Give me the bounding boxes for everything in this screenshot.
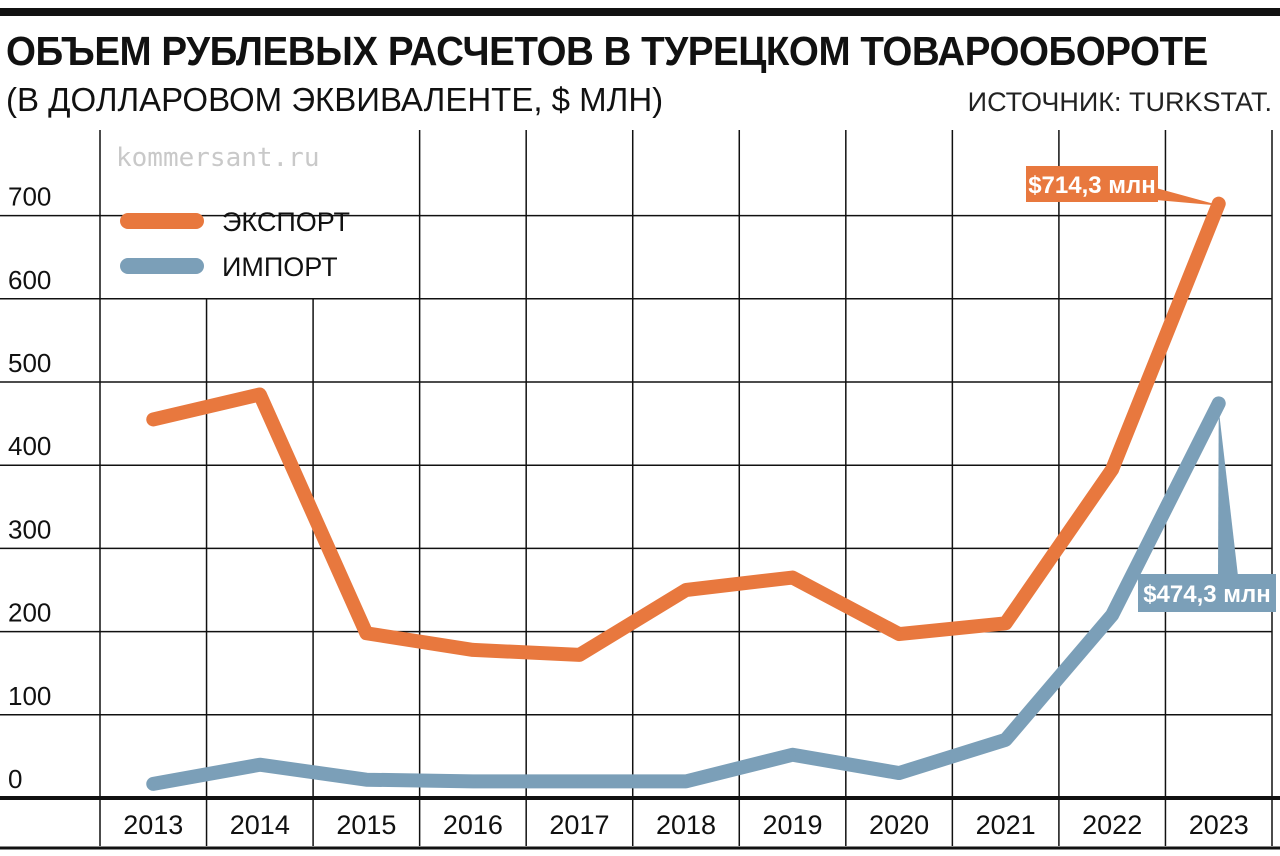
- callout-pointer: [1218, 409, 1238, 576]
- data-point-export: [363, 630, 370, 637]
- x-tick-label: 2015: [336, 810, 396, 840]
- axes: 0 100 200 300 400 500 600 700 2013 2014 2015 2016 20…: [0, 182, 1280, 850]
- chart-title: ОБЪЕМ РУБЛЕВЫХ РАСЧЕТОВ В ТУРЕЦКОМ ТОВАР…: [6, 28, 1208, 74]
- y-tick-label: 700: [8, 182, 51, 212]
- data-point-import: [789, 751, 796, 758]
- x-tick-label: 2022: [1082, 810, 1142, 840]
- callout-pointer: [1156, 188, 1221, 206]
- legend-label-import: ИМПОРТ: [222, 252, 338, 282]
- callout-box: [1138, 574, 1276, 612]
- grid: [0, 130, 1273, 846]
- data-point-export: [683, 587, 689, 593]
- data-point-export: [896, 631, 903, 638]
- data-point-export: [789, 574, 796, 581]
- x-tick-label: 2014: [230, 810, 290, 840]
- data-point-import: [683, 778, 689, 785]
- data-point-import: [150, 780, 157, 787]
- x-tick-label: 2019: [763, 810, 823, 840]
- callout-label: $474,3 млн: [1143, 581, 1271, 608]
- y-tick-label: 200: [8, 598, 51, 628]
- watermark: kommersant.ru: [116, 143, 320, 173]
- data-point-import: [1109, 611, 1116, 618]
- data-point-export: [469, 646, 476, 653]
- x-tick-label: 2017: [549, 810, 609, 840]
- x-tick-label: 2018: [656, 810, 716, 840]
- data-point-export: [1215, 200, 1222, 207]
- data-point-import: [896, 770, 903, 777]
- data-point-import: [363, 776, 370, 783]
- data-point-export: [1002, 620, 1009, 627]
- legend: ЭКСПОРТ ИМПОРТ: [120, 207, 350, 282]
- y-tick-label: 300: [8, 514, 51, 544]
- legend-label-export: ЭКСПОРТ: [222, 207, 350, 237]
- data-point-export: [150, 416, 157, 423]
- callout-box: [1026, 166, 1158, 202]
- y-tick-label: 100: [8, 681, 51, 711]
- x-tick-label: 2023: [1189, 810, 1249, 840]
- data-point-export: [576, 651, 583, 658]
- callout-import: $474,3 млн: [1138, 409, 1276, 612]
- data-point-import: [469, 778, 476, 785]
- y-tick-label: 600: [8, 265, 51, 295]
- source-note: ИСТОЧНИК: TURKSTAT.: [967, 87, 1272, 117]
- x-tick-label: 2013: [123, 810, 183, 840]
- annotations: $714,3 млн $474,3 млн: [1026, 166, 1276, 612]
- data-point-import: [1215, 400, 1222, 407]
- series: [146, 196, 1226, 791]
- y-tick-label: 500: [8, 348, 51, 378]
- top-rule: [0, 8, 1280, 16]
- data-point-export: [256, 391, 263, 398]
- chart-subtitle: (В ДОЛЛАРОВОМ ЭКВИВАЛЕНТЕ, $ МЛН): [6, 81, 664, 118]
- x-tick-label: 2020: [869, 810, 929, 840]
- callout-export: $714,3 млн: [1026, 166, 1221, 206]
- data-point-export: [1109, 466, 1116, 473]
- x-tick-label: 2016: [443, 810, 503, 840]
- data-point-import: [1002, 736, 1009, 743]
- data-point-import: [256, 761, 263, 768]
- y-tick-label: 0: [8, 764, 22, 794]
- y-tick-label: 400: [8, 431, 51, 461]
- callout-label: $714,3 млн: [1028, 172, 1156, 199]
- data-point-import: [576, 778, 583, 785]
- x-tick-label: 2021: [976, 810, 1036, 840]
